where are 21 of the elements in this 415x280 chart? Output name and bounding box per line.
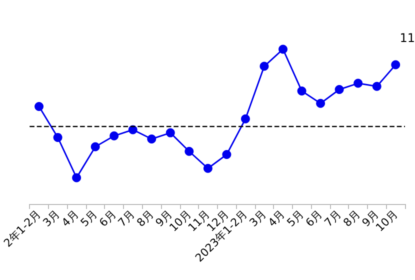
point	[260, 62, 269, 71]
point	[90, 142, 100, 152]
point	[316, 98, 326, 108]
point	[53, 132, 62, 142]
point	[184, 146, 194, 156]
point	[354, 78, 363, 88]
point	[147, 134, 156, 144]
point	[72, 173, 82, 182]
point	[34, 102, 44, 111]
point	[110, 131, 119, 140]
point	[278, 44, 288, 54]
point	[128, 125, 138, 134]
point	[372, 82, 382, 91]
point	[222, 150, 232, 159]
point	[240, 114, 250, 124]
point	[297, 86, 306, 96]
point	[203, 164, 212, 173]
point	[334, 84, 344, 94]
point	[391, 60, 400, 70]
text: 11	[400, 31, 415, 45]
point	[166, 128, 175, 138]
